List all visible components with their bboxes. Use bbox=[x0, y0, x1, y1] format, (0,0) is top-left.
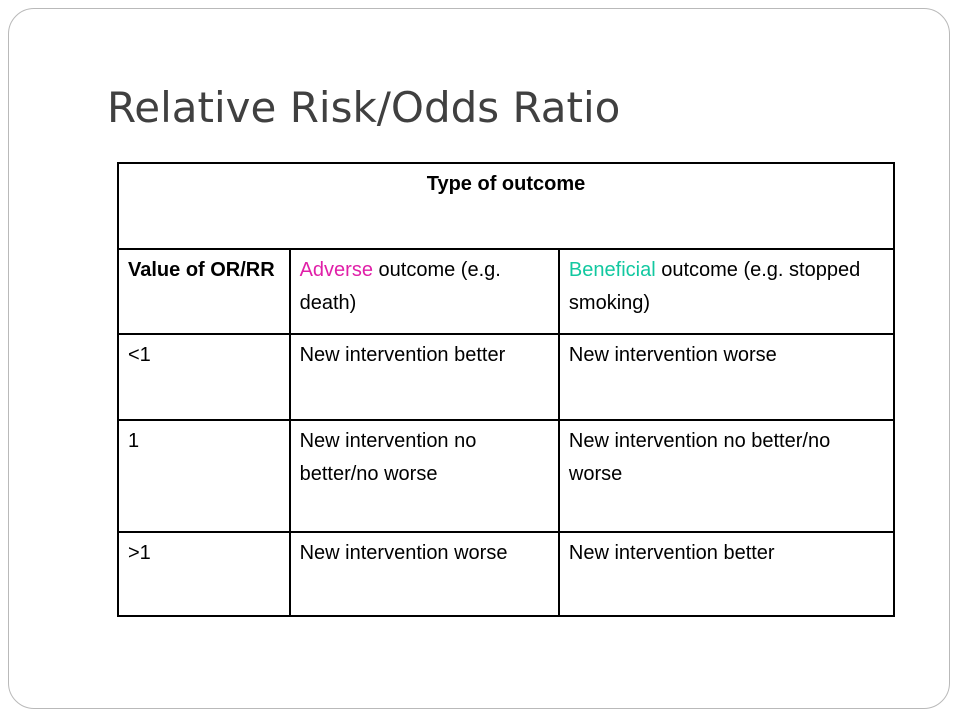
beneficial-keyword: Beneficial bbox=[568, 259, 656, 281]
type-of-outcome-header: Type of outcome bbox=[117, 162, 895, 250]
outcome-table: Type of outcome Value of OR/RR Adverse o… bbox=[117, 162, 896, 617]
beneficial-cell: New intervention worse bbox=[557, 333, 896, 421]
beneficial-cell: New intervention better bbox=[557, 531, 896, 617]
beneficial-heading-rest: outcome (e.g. stopped smoking) bbox=[568, 259, 861, 314]
value-column-heading: Value of OR/RR bbox=[117, 248, 291, 335]
beneficial-column-heading: Beneficial outcome (e.g. stopped smoking… bbox=[557, 248, 896, 335]
beneficial-cell: New intervention no better/no worse bbox=[557, 419, 896, 533]
value-cell: 1 bbox=[117, 419, 291, 533]
adverse-cell: New intervention better bbox=[288, 333, 560, 421]
table-header-row: Type of outcome bbox=[117, 162, 895, 250]
table-row: <1 New intervention better New intervent… bbox=[117, 333, 896, 421]
column-headings-row: Value of OR/RR Adverse outcome (e.g. dea… bbox=[117, 248, 896, 335]
slide-title: Relative Risk/Odds Ratio bbox=[107, 83, 621, 132]
table-row: 1 New intervention no better/no worse Ne… bbox=[117, 419, 896, 533]
adverse-cell: New intervention worse bbox=[288, 531, 560, 617]
table-row: >1 New intervention worse New interventi… bbox=[117, 531, 896, 617]
adverse-keyword: Adverse bbox=[299, 259, 373, 281]
value-cell: >1 bbox=[117, 531, 291, 617]
adverse-cell: New intervention no better/no worse bbox=[288, 419, 560, 533]
adverse-column-heading: Adverse outcome (e.g. death) bbox=[288, 248, 560, 335]
value-cell: <1 bbox=[117, 333, 291, 421]
adverse-heading-rest: outcome (e.g. death) bbox=[299, 259, 501, 314]
